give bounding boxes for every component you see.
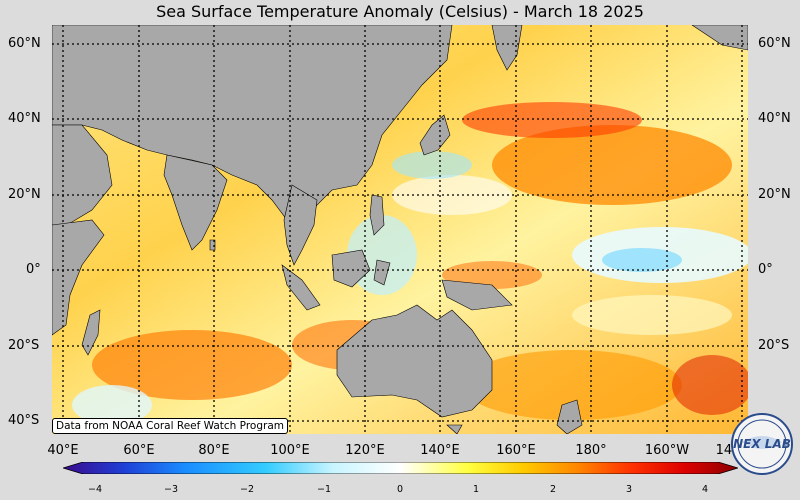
lat-label-left: 20°N	[8, 187, 41, 202]
lon-label: 160°E	[496, 443, 536, 458]
land-tasmania	[446, 424, 463, 434]
colorbar-tick: −1	[316, 484, 332, 495]
land-madagascar	[81, 309, 101, 356]
lat-label-left: 40°N	[8, 111, 41, 126]
lat-label-right: 20°S	[758, 338, 790, 353]
logo-text: NEX LAB	[733, 437, 791, 451]
lon-label: 60°E	[123, 443, 155, 458]
land-indochina	[283, 184, 318, 266]
colorbar-tick: 0	[396, 484, 404, 495]
colorbar-tick: −4	[87, 484, 103, 495]
land-australia	[336, 304, 493, 418]
lat-label-right: 0°	[758, 262, 773, 277]
colorbar-tick: −2	[239, 484, 255, 495]
land-sumatra	[281, 264, 321, 311]
graticule	[52, 25, 748, 434]
land-africa	[52, 219, 105, 336]
lat-label-left: 40°S	[8, 413, 40, 428]
land-srilanka	[209, 239, 216, 251]
lon-label: 80°E	[198, 443, 230, 458]
lat-label-left: 20°S	[8, 338, 40, 353]
land-sulawesi	[373, 259, 391, 286]
lat-label-left: 60°N	[8, 36, 41, 51]
colorbar-tick: −3	[163, 484, 179, 495]
lat-label-right: 20°N	[758, 187, 791, 202]
land-borneo	[331, 249, 371, 288]
colorbar-tick: 3	[625, 484, 633, 495]
sst-anomaly-map	[52, 25, 748, 434]
lon-label: 120°E	[345, 443, 385, 458]
colorbar-tick: 2	[549, 484, 557, 495]
lon-label: 40°E	[47, 443, 79, 458]
land-newguinea	[441, 279, 513, 311]
nexlab-logo: NEX LAB	[731, 413, 793, 475]
land-asia	[52, 25, 453, 231]
land-japan	[419, 114, 451, 156]
map-title: Sea Surface Temperature Anomaly (Celsius…	[156, 2, 644, 21]
lat-label-right: 40°N	[758, 111, 791, 126]
lon-label: 100°E	[270, 443, 310, 458]
land-philippines	[369, 194, 385, 236]
lat-label-left: 0°	[26, 262, 41, 277]
colorbar-tick: 1	[472, 484, 480, 495]
land-kamchatka	[491, 25, 523, 71]
colorbar-tick: 4	[701, 484, 709, 495]
lon-label: 140°E	[420, 443, 460, 458]
land-masses	[52, 25, 748, 434]
lon-label: 160°W	[644, 443, 690, 458]
data-credit: Data from NOAA Coral Reef Watch Program	[52, 418, 288, 434]
land-india	[163, 154, 228, 251]
colorbar	[63, 462, 738, 474]
lat-label-right: 60°N	[758, 36, 791, 51]
land-newzealand	[556, 399, 583, 434]
lon-label: 180°	[575, 443, 607, 458]
